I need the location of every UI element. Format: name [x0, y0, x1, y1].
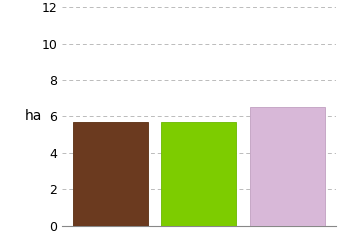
Bar: [73, 122, 148, 226]
Y-axis label: ha: ha: [25, 109, 42, 123]
Bar: [162, 122, 236, 226]
Bar: [250, 107, 325, 226]
